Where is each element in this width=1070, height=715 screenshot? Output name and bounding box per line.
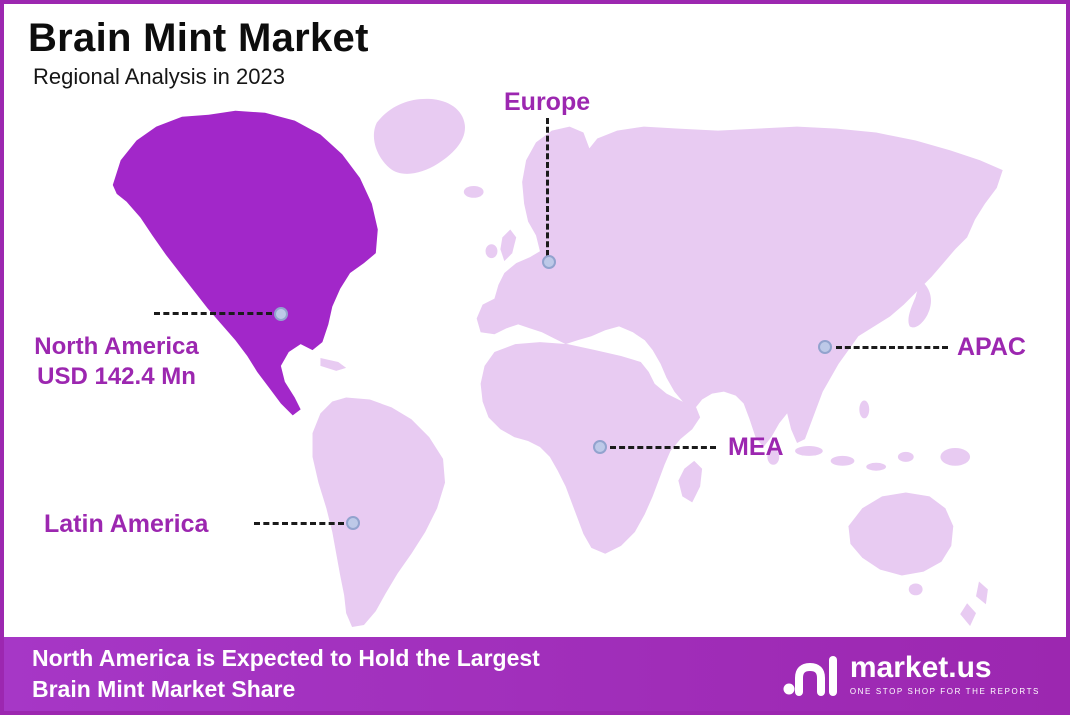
landmass-japan <box>908 282 932 328</box>
landmass-sri-lanka <box>767 448 780 465</box>
region-label-mea: MEA <box>728 433 784 461</box>
landmass-new-zealand-north <box>976 581 988 605</box>
landmass-ireland <box>485 244 498 259</box>
landmass-iceland <box>463 185 484 198</box>
page-subtitle: Regional Analysis in 2023 <box>33 64 285 89</box>
marker-mea <box>593 440 607 454</box>
landmass-new-guinea <box>940 447 971 466</box>
landmass-south-america <box>312 397 446 627</box>
landmass-indonesia-2 <box>830 455 855 466</box>
landmass-madagascar <box>678 460 703 503</box>
leader-line-mea <box>610 446 716 449</box>
page-title: Brain Mint Market <box>28 16 369 60</box>
landmass-australia <box>848 492 954 576</box>
leader-line-latin-america <box>254 522 344 525</box>
header: Brain Mint Market Regional Analysis in 2… <box>28 16 369 90</box>
landmass-new-zealand-south <box>960 603 977 626</box>
region-label-europe: Europe <box>504 88 591 116</box>
marker-apac <box>818 340 832 354</box>
leader-line-north-america <box>154 312 272 315</box>
marker-north-america <box>274 307 288 321</box>
landmass-north-america <box>112 110 378 416</box>
marker-europe <box>542 255 556 269</box>
region-label-apac: APAC <box>957 333 1026 361</box>
region-label-north-america: North America USD 142.4 Mn <box>14 332 219 392</box>
landmass-philippines <box>859 400 870 419</box>
landmass-tasmania <box>908 583 923 596</box>
north-america-label-text: North America <box>34 333 199 360</box>
north-america-value-text: USD 142.4 Mn <box>37 363 196 390</box>
logo-tagline: ONE STOP SHOP FOR THE REPORTS <box>849 686 1040 696</box>
landmass-greenland <box>373 98 465 174</box>
banner-text: North America is Expected to Hold the La… <box>32 643 540 705</box>
landmass-indonesia-3 <box>866 462 887 471</box>
world-map <box>112 98 1003 627</box>
region-label-latin-america: Latin America <box>44 510 209 538</box>
leader-line-apac <box>836 346 948 349</box>
banner-line-2: Brain Mint Market Share <box>32 676 296 702</box>
market-us-logo: market.us ONE STOP SHOP FOR THE REPORTS <box>783 651 1040 697</box>
banner: North America is Expected to Hold the La… <box>4 637 1066 711</box>
landmass-indonesia-4 <box>897 451 914 462</box>
marker-latin-america <box>346 516 360 530</box>
landmass-uk <box>500 229 517 262</box>
banner-line-1: North America is Expected to Hold the La… <box>32 645 540 672</box>
leader-line-europe <box>546 118 549 256</box>
market-us-logo-icon <box>783 656 837 696</box>
landmass-indonesia-1 <box>795 445 823 456</box>
landmass-africa <box>480 342 701 554</box>
logo-name: market.us <box>849 650 992 684</box>
landmass-eurasia <box>476 126 1003 447</box>
landmass-cuba <box>320 357 347 371</box>
market-us-logo-text: market.us ONE STOP SHOP FOR THE REPORTS <box>849 650 1040 696</box>
